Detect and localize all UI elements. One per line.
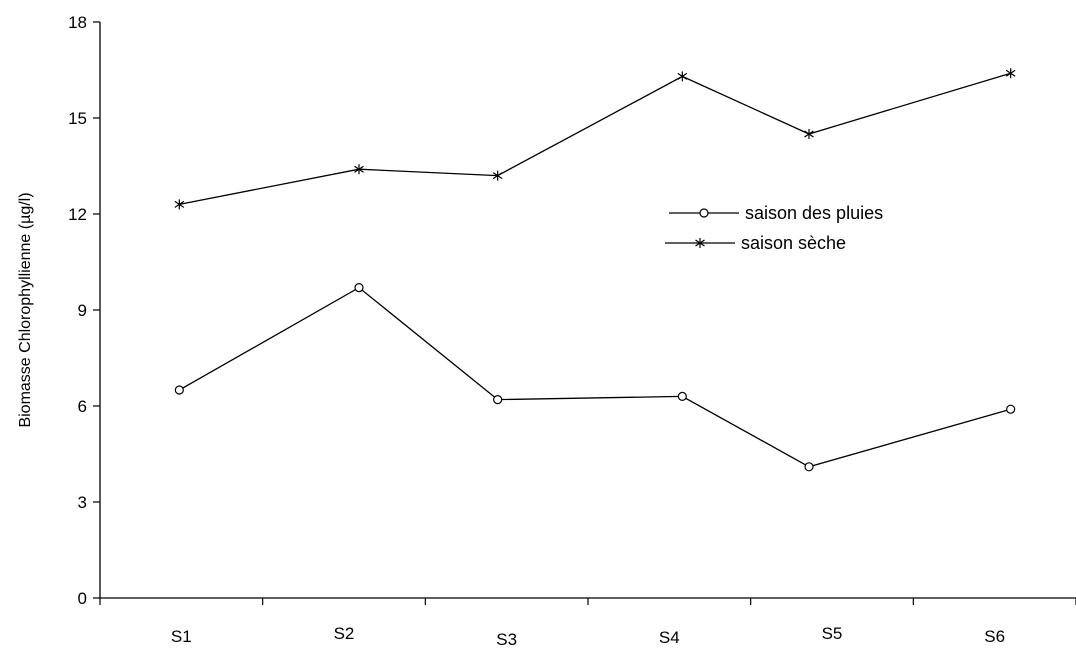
axes: 0 3 6 9 12 15 18 S1 S2 S3 S4 S5 S6 (68, 13, 1076, 649)
series-line (179, 72, 1011, 206)
data-point (1006, 404, 1016, 414)
marker-stroke (174, 200, 185, 208)
data-point (699, 208, 709, 218)
legend-label: saison sèche (741, 233, 846, 253)
data-point (804, 462, 814, 472)
series-layer (174, 68, 1016, 472)
y-tick-label: 0 (78, 589, 87, 608)
data-point (695, 238, 705, 248)
series-2 (174, 68, 1016, 210)
y-tick-label: 3 (78, 493, 87, 512)
y-tick-label: 15 (68, 109, 87, 128)
series-line (179, 286, 1011, 468)
legend: saison des pluies saison sèche (665, 203, 883, 253)
data-point (1005, 68, 1016, 79)
marker-stroke (677, 72, 688, 80)
data-point (354, 164, 364, 175)
data-point (677, 391, 687, 401)
x-tick-label: S4 (659, 628, 680, 647)
legend-item: saison des pluies (669, 203, 883, 223)
y-tick-label: 9 (78, 301, 87, 320)
y-tick-label: 18 (68, 13, 87, 32)
x-tick-label: S5 (822, 624, 843, 643)
series-1 (174, 283, 1016, 472)
marker-stroke (804, 130, 814, 138)
x-tick-label: S6 (984, 627, 1005, 646)
y-axis-label: Biomasse Chlorophyllienne (µg/l) (17, 192, 34, 427)
y-tick-label: 6 (78, 397, 87, 416)
marker-stroke (492, 172, 503, 180)
data-point (804, 129, 814, 139)
data-point (174, 199, 185, 210)
data-point (354, 283, 364, 293)
data-point (677, 71, 688, 82)
data-point (174, 385, 184, 395)
data-point (492, 170, 503, 181)
x-tick-label: S3 (496, 630, 517, 649)
legend-label: saison des pluies (745, 203, 883, 223)
marker-stroke (354, 165, 364, 173)
marker-stroke (1005, 69, 1016, 77)
y-tick-label: 12 (68, 205, 87, 224)
legend-item: saison sèche (665, 233, 846, 253)
marker-stroke (695, 239, 705, 247)
x-tick-label: S2 (334, 624, 355, 643)
data-point (493, 395, 503, 405)
x-tick-label: S1 (171, 627, 192, 646)
